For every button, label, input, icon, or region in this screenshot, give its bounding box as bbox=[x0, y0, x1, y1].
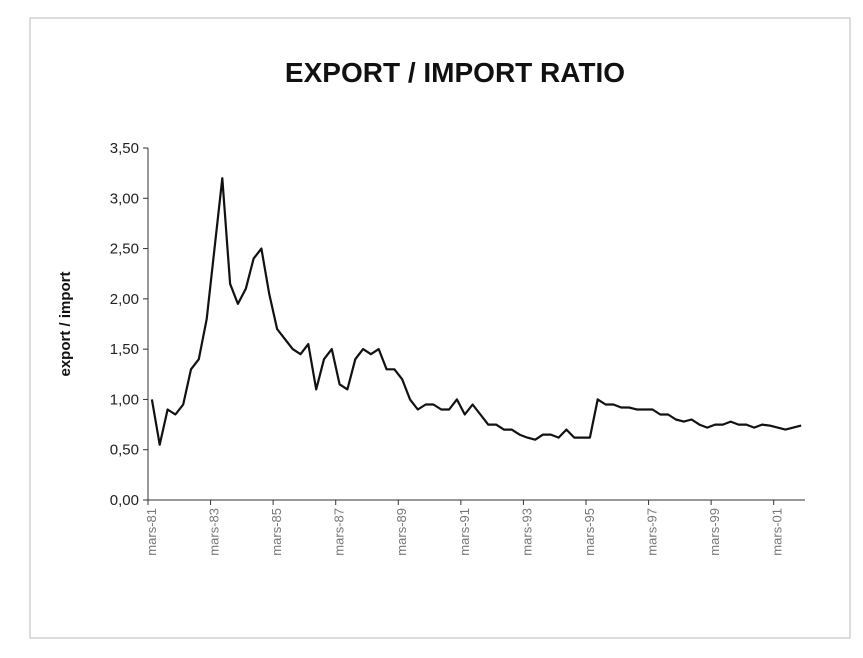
x-tick-label: mars-83 bbox=[206, 508, 221, 556]
x-tick-label: mars-87 bbox=[332, 508, 347, 556]
x-tick-label: mars-81 bbox=[144, 508, 159, 556]
x-tick-label: mars-01 bbox=[770, 508, 785, 556]
y-tick-label: 1,50 bbox=[110, 341, 139, 358]
y-tick-label: 1,00 bbox=[110, 391, 139, 408]
y-axis-label: export / import bbox=[57, 271, 74, 376]
x-tick-label: mars-89 bbox=[394, 508, 409, 556]
x-tick-label: mars-91 bbox=[457, 508, 472, 556]
y-tick-label: 0,00 bbox=[110, 492, 139, 509]
data-line bbox=[150, 177, 802, 446]
y-tick-label: 3,00 bbox=[110, 190, 139, 207]
x-tick-label: mars-93 bbox=[519, 508, 534, 556]
y-tick-label: 2,50 bbox=[110, 241, 139, 258]
y-tick-label: 3,50 bbox=[110, 140, 139, 157]
chart-frame bbox=[29, 17, 851, 639]
y-tick-label: 2,00 bbox=[110, 291, 139, 308]
x-tick-label: mars-99 bbox=[707, 508, 722, 556]
y-tick-label: 0,50 bbox=[110, 442, 139, 459]
chart-title: EXPORT / IMPORT RATIO bbox=[285, 57, 625, 88]
x-tick-label: mars-95 bbox=[582, 508, 597, 556]
x-tick-label: mars-85 bbox=[269, 508, 284, 556]
x-tick-label: mars-97 bbox=[644, 508, 659, 556]
